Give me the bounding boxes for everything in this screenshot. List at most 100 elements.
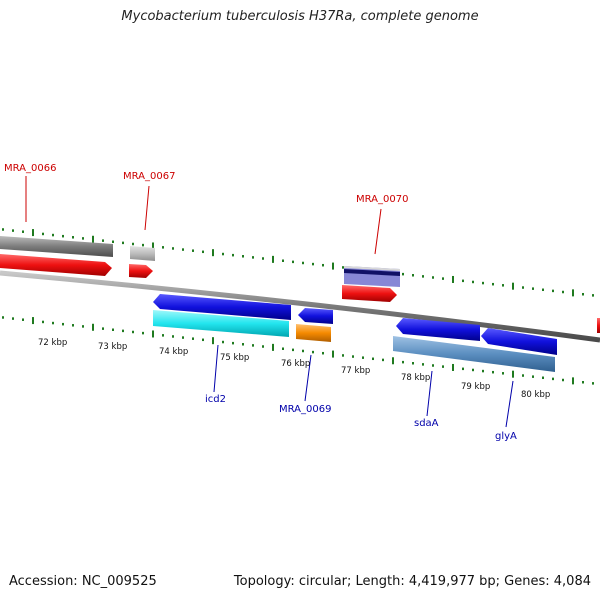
major-tick <box>92 323 94 331</box>
minor-tick <box>262 257 264 260</box>
minor-tick <box>462 279 464 283</box>
gene-label-sdaA: sdaA <box>414 418 439 429</box>
minor-tick <box>542 376 544 380</box>
minor-tick <box>532 287 534 290</box>
reverse-cds-sdaA <box>396 318 480 341</box>
forward-feature-grey-light <box>130 246 155 261</box>
genome-backbone <box>0 270 600 343</box>
minor-tick <box>292 260 294 264</box>
scale-label-75kbp: 75 kbp <box>220 353 249 363</box>
major-tick <box>332 350 334 358</box>
major-tick <box>212 249 214 257</box>
minor-tick <box>162 334 164 337</box>
forward-cds-mra-0070 <box>342 285 397 302</box>
minor-tick <box>232 341 234 345</box>
minor-tick <box>262 345 264 348</box>
minor-tick <box>552 289 554 293</box>
minor-tick <box>402 272 404 276</box>
scale-label-72kbp: 72 kbp <box>38 338 67 348</box>
accession-text: Accession: NC_009525 <box>9 574 157 589</box>
minor-tick <box>312 262 314 266</box>
major-tick <box>452 363 454 371</box>
minor-tick <box>102 239 104 242</box>
forward-feature-grey-dark <box>0 236 113 257</box>
major-tick <box>32 317 34 325</box>
minor-tick <box>242 343 244 346</box>
major-tick <box>272 343 274 351</box>
minor-tick <box>302 349 304 353</box>
minor-tick <box>42 320 44 324</box>
major-tick <box>152 242 154 250</box>
forward-feature-mra-0070-cap <box>344 266 400 271</box>
forward-cds-mra-0067 <box>129 264 153 278</box>
minor-tick <box>402 360 404 364</box>
minor-tick <box>112 328 114 332</box>
minor-tick <box>232 253 234 257</box>
minor-tick <box>502 284 504 287</box>
major-tick <box>452 275 454 283</box>
minor-tick <box>82 325 84 328</box>
leader-icd2 <box>213 344 219 393</box>
scale-label-76kbp: 76 kbp <box>281 359 310 369</box>
minor-tick <box>242 255 244 258</box>
minor-tick <box>12 229 14 232</box>
minor-tick <box>432 364 434 367</box>
gene-label-mra-0066: MRA_0066 <box>4 163 56 174</box>
leader-mra-0069 <box>304 354 312 402</box>
minor-tick <box>322 351 324 355</box>
scale-label-78kbp: 78 kbp <box>401 373 430 383</box>
minor-tick <box>82 237 84 240</box>
minor-tick <box>442 365 444 368</box>
major-tick <box>32 229 34 237</box>
minor-tick <box>322 263 324 267</box>
minor-tick <box>202 250 204 254</box>
reverse-cds-mra-0069 <box>298 308 333 324</box>
scale-labels: 72 kbp 73 kbp 74 kbp 75 kbp 76 kbp 77 kb… <box>38 338 550 400</box>
minor-tick <box>162 246 164 249</box>
minor-tick <box>292 348 294 352</box>
forward-tick-ring <box>2 228 594 297</box>
minor-tick <box>182 248 184 251</box>
minor-tick <box>112 240 114 244</box>
minor-tick <box>182 336 184 339</box>
minor-tick <box>2 228 4 231</box>
minor-tick <box>522 374 524 377</box>
minor-tick <box>282 259 284 262</box>
scale-label-74kbp: 74 kbp <box>159 347 188 357</box>
minor-tick <box>482 369 484 373</box>
major-tick <box>152 330 154 338</box>
minor-tick <box>132 242 134 246</box>
minor-tick <box>142 243 144 247</box>
minor-tick <box>122 241 124 245</box>
reverse-feature-sdaA-glyA-steel <box>393 336 555 372</box>
label-leader-lines <box>25 176 514 428</box>
minor-tick <box>302 261 304 265</box>
minor-tick <box>72 324 74 327</box>
reverse-tick-ring <box>2 316 594 385</box>
gene-label-mra-0070: MRA_0070 <box>356 194 408 205</box>
scale-label-79kbp: 79 kbp <box>461 382 490 392</box>
major-tick <box>392 357 394 365</box>
minor-tick <box>422 363 424 366</box>
minor-tick <box>472 368 474 372</box>
minor-tick <box>542 288 544 292</box>
minor-tick <box>142 331 144 335</box>
leader-mra-0067 <box>144 185 150 231</box>
minor-tick <box>592 382 594 385</box>
minor-tick <box>42 232 44 236</box>
minor-tick <box>282 347 284 350</box>
scale-label-80kbp: 80 kbp <box>521 390 550 400</box>
minor-tick <box>562 378 564 382</box>
minor-tick <box>192 249 194 252</box>
minor-tick <box>12 317 14 320</box>
reverse-feature-icd2-cyan <box>153 310 289 337</box>
minor-tick <box>72 236 74 239</box>
minor-tick <box>472 280 474 284</box>
minor-tick <box>372 357 374 361</box>
minor-tick <box>222 252 224 256</box>
minor-tick <box>492 370 494 374</box>
genome-summary-text: Topology: circular; Length: 4,419,977 bp… <box>233 574 591 589</box>
minor-tick <box>222 340 224 344</box>
minor-tick <box>22 230 24 233</box>
